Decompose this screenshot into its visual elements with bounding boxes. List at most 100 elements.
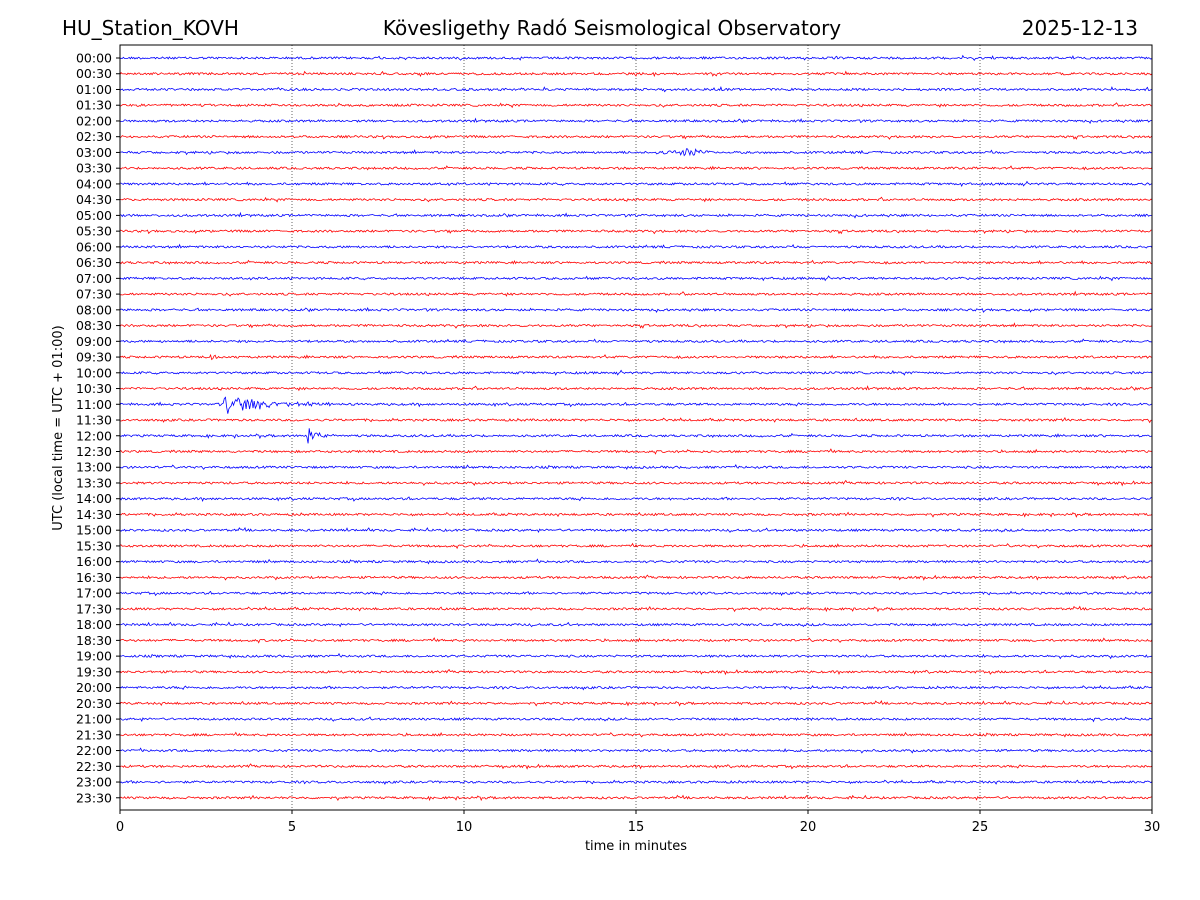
row-time-labels: 00:0000:3001:0001:3002:0002:3003:0003:30… [76, 51, 120, 805]
trace-1430 [119, 511, 1153, 518]
trace-0700 [119, 275, 1153, 282]
x-axis-label: time in minutes [585, 839, 687, 854]
row-label: 17:30 [76, 601, 112, 616]
trace-2130 [119, 731, 1153, 738]
row-label: 13:00 [76, 460, 112, 475]
row-label: 21:00 [76, 712, 112, 727]
row-label: 16:30 [76, 570, 112, 585]
trace-1930 [119, 668, 1153, 676]
row-label: 12:30 [76, 444, 112, 459]
trace-1500 [119, 526, 1153, 534]
row-label: 00:30 [76, 66, 112, 81]
row-label: 21:30 [76, 727, 112, 742]
row-label: 06:00 [76, 239, 112, 254]
row-label: 23:30 [76, 790, 112, 805]
trace-2030 [119, 700, 1153, 707]
seismic-traces [119, 54, 1153, 802]
trace-1530 [119, 542, 1153, 550]
row-label: 02:00 [76, 113, 112, 128]
trace-1400 [119, 496, 1152, 502]
row-label: 10:30 [76, 381, 112, 396]
trace-0600 [119, 243, 1153, 249]
date-label: 2025-12-13 [1022, 16, 1138, 40]
row-label: 09:30 [76, 350, 112, 365]
trace-2000 [119, 684, 1153, 691]
station-label: HU_Station_KOVH [62, 16, 239, 40]
row-label: 03:00 [76, 145, 112, 160]
row-label: 11:30 [76, 413, 112, 428]
row-label: 01:00 [76, 82, 112, 97]
row-label: 19:00 [76, 649, 112, 664]
trace-1700 [119, 590, 1152, 597]
row-label: 17:00 [76, 586, 112, 601]
trace-1330 [119, 479, 1153, 487]
trace-1200 [119, 428, 1153, 444]
x-tick-label: 30 [1144, 820, 1161, 835]
row-label: 22:00 [76, 743, 112, 758]
row-label: 20:00 [76, 680, 112, 695]
row-label: 22:30 [76, 759, 112, 774]
trace-0100 [119, 86, 1153, 93]
x-tick-label: 15 [628, 820, 645, 835]
trace-0200 [119, 117, 1153, 125]
x-tick-label: 0 [116, 820, 124, 835]
trace-0000 [120, 54, 1153, 61]
row-label: 07:00 [76, 271, 112, 286]
row-label: 18:30 [76, 633, 112, 648]
y-axis-label: UTC (local time = UTC + 01:00) [51, 325, 66, 530]
row-label: 05:00 [76, 208, 112, 223]
trace-0800 [119, 306, 1153, 313]
trace-2300 [119, 779, 1153, 786]
row-label: 06:30 [76, 255, 112, 270]
trace-1030 [119, 385, 1153, 392]
trace-0030 [119, 70, 1153, 78]
row-label: 14:30 [76, 507, 112, 522]
x-axis-ticks: 0 5 10 15 20 25 30 [116, 810, 1160, 835]
x-tick-label: 25 [972, 820, 989, 835]
row-label: 07:30 [76, 287, 112, 302]
row-label: 14:00 [76, 491, 112, 506]
trace-2330 [119, 794, 1153, 802]
row-label: 12:00 [76, 428, 112, 443]
trace-1100 [119, 396, 1153, 414]
chart-title: Kövesligethy Radó Seismological Observat… [383, 16, 841, 40]
trace-0500 [120, 211, 1152, 219]
row-label: 08:30 [76, 318, 112, 333]
trace-2100 [119, 716, 1153, 723]
row-label: 13:30 [76, 475, 112, 490]
trace-0300 [120, 148, 1153, 157]
row-label: 04:00 [76, 176, 112, 191]
row-label: 02:30 [76, 129, 112, 144]
row-label: 10:00 [76, 365, 112, 380]
x-tick-label: 20 [800, 820, 817, 835]
row-label: 15:00 [76, 523, 112, 538]
trace-1300 [119, 464, 1153, 470]
x-tick-label: 10 [456, 820, 473, 835]
row-label: 19:30 [76, 664, 112, 679]
trace-0830 [119, 322, 1153, 329]
trace-1630 [119, 574, 1153, 581]
trace-1830 [119, 637, 1153, 644]
trace-0330 [119, 165, 1153, 171]
trace-0430 [119, 196, 1153, 203]
row-label: 04:30 [76, 192, 112, 207]
row-label: 05:30 [76, 224, 112, 239]
trace-1800 [119, 621, 1153, 628]
row-label: 15:30 [76, 538, 112, 553]
row-label: 09:00 [76, 334, 112, 349]
row-label: 08:00 [76, 302, 112, 317]
trace-0730 [119, 290, 1153, 297]
row-label: 01:30 [76, 98, 112, 113]
row-label: 11:00 [76, 397, 112, 412]
trace-0130 [119, 102, 1153, 109]
row-label: 16:00 [76, 554, 112, 569]
trace-1230 [119, 448, 1153, 455]
trace-0400 [120, 180, 1153, 187]
trace-1730 [119, 605, 1153, 613]
trace-2230 [119, 763, 1153, 770]
row-label: 20:30 [76, 696, 112, 711]
trace-1130 [119, 417, 1152, 424]
trace-2200 [119, 747, 1152, 754]
x-tick-label: 5 [288, 820, 296, 835]
